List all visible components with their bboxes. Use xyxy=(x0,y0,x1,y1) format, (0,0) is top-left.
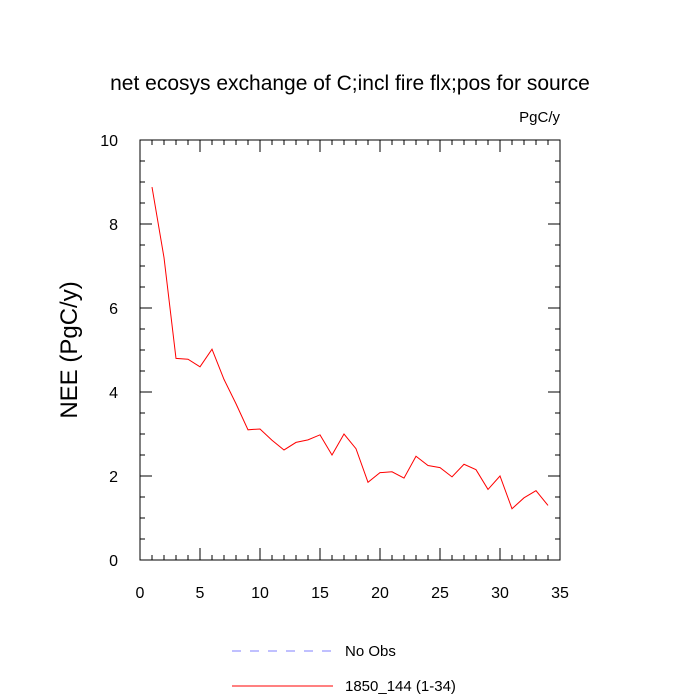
series-lines xyxy=(151,186,549,510)
x-tick-label: 0 xyxy=(136,585,145,602)
legend-label: No Obs xyxy=(345,643,396,660)
y-tick-label: 10 xyxy=(100,133,118,150)
x-tick-label: 10 xyxy=(251,585,269,602)
y-axis-label: NEE (PgC/y) xyxy=(56,281,83,418)
x-tick-label: 5 xyxy=(196,585,205,602)
x-tick-label: 30 xyxy=(491,585,509,602)
units-label: PgC/y xyxy=(519,109,560,126)
x-tick-label: 35 xyxy=(551,585,569,602)
y-tick-label: 0 xyxy=(109,553,118,570)
legend-label: 1850_144 (1-34) xyxy=(345,678,456,695)
legend: No Obs 1850_144 (1-34) xyxy=(232,643,456,695)
y-tick-label: 6 xyxy=(109,301,118,318)
series-line xyxy=(151,186,549,510)
x-tick-label: 20 xyxy=(371,585,389,602)
chart-title: net ecosys exchange of C;incl fire flx;p… xyxy=(110,72,590,95)
x-tick-label: 15 xyxy=(311,585,329,602)
y-tick-label: 4 xyxy=(109,385,118,402)
x-tick-label: 25 xyxy=(431,585,449,602)
y-tick-label: 2 xyxy=(109,469,118,486)
y-tick-label: 8 xyxy=(109,217,118,234)
axis-ticks xyxy=(139,139,561,561)
axis-tick-labels: 0 5 10 15 20 25 30 35 0 2 4 6 8 10 xyxy=(100,133,569,602)
plot-frame xyxy=(139,139,561,561)
